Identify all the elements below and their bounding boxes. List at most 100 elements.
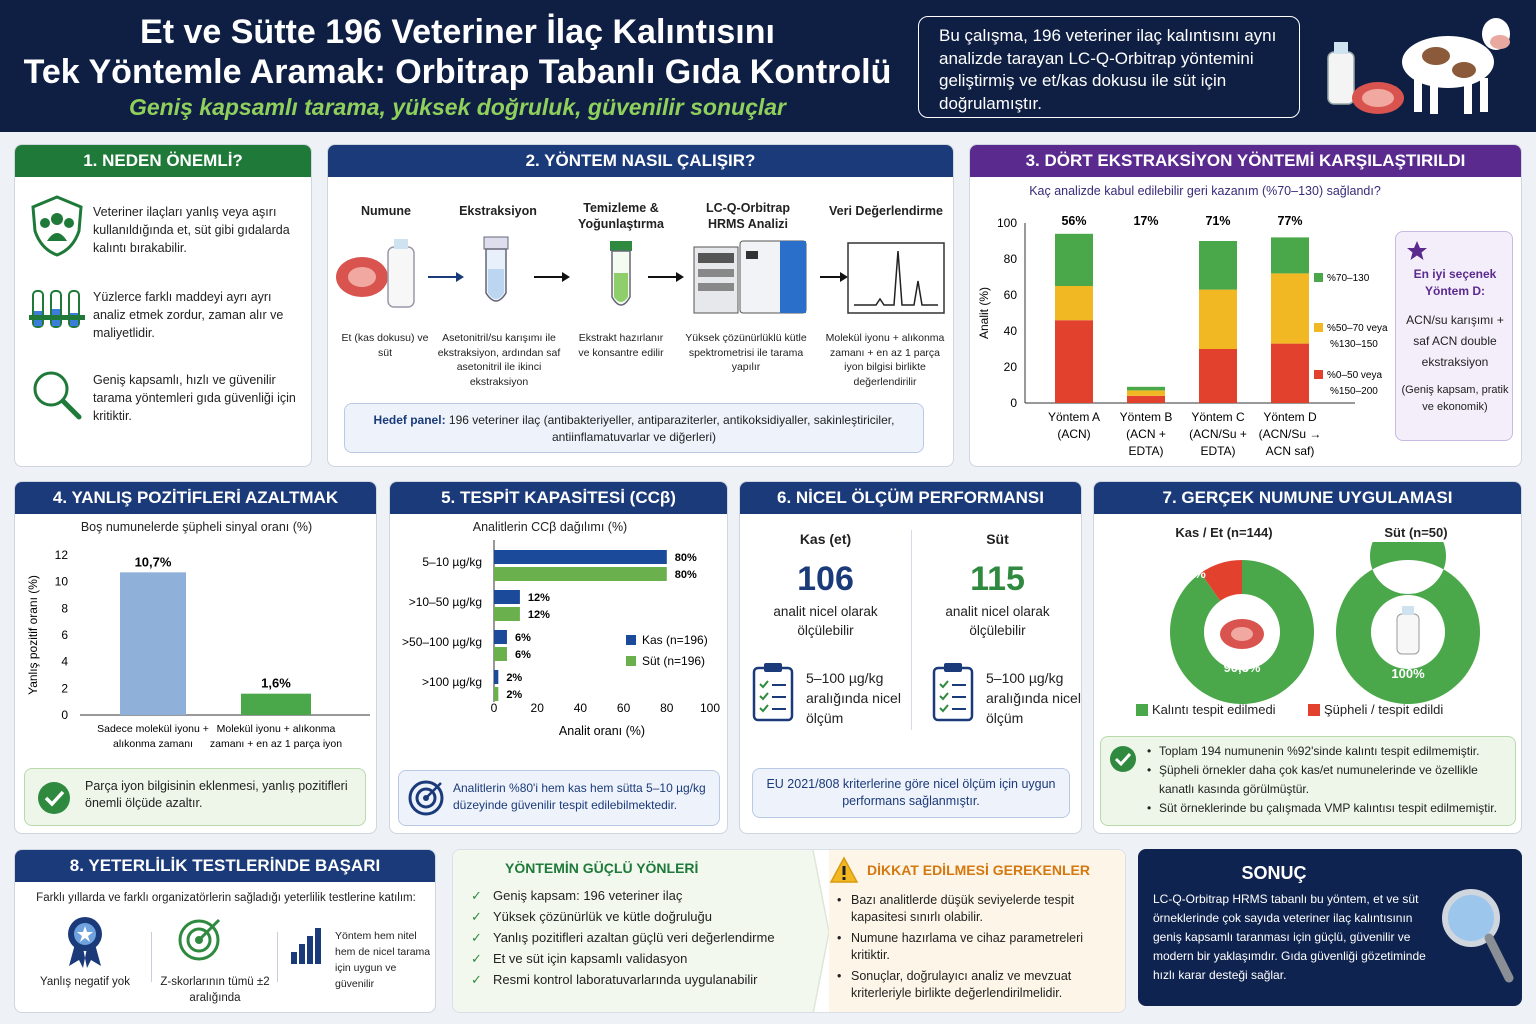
strength-1: Geniş kapsam: 196 veteriner ilaç	[467, 885, 807, 906]
bar-segment	[1127, 395, 1165, 403]
legend-swatch	[626, 635, 636, 645]
bar	[241, 693, 311, 715]
false-positive-bar-chart: Yanlış pozitif oranı (%) 0 2 4 6 8 10 12 10,7% Sa…	[26, 548, 370, 750]
target-icon	[408, 780, 444, 816]
page-title-line2: Tek Yöntemle Aramak: Orbitrap Tabanlı Gı…	[23, 53, 892, 91]
legend-label: %0–50 veya	[1327, 370, 1382, 381]
bar-value-label: 6%	[515, 632, 531, 644]
x-tick-label: Yöntem C	[1191, 410, 1245, 424]
bar	[494, 670, 499, 684]
meat-milk-icon	[336, 239, 415, 308]
star-icon	[1407, 241, 1427, 260]
warning-icon	[829, 856, 859, 883]
extraction-tube-icon	[483, 236, 509, 302]
step-5-desc: Molekül iyonu + alıkonma zamanı + en az …	[825, 332, 945, 388]
y-tick-label: 8	[61, 601, 68, 615]
x-tick-label: Sadece molekül iyonu +	[97, 723, 209, 735]
meat-icon-detail	[1231, 627, 1253, 641]
why-item-3: Geniş kapsamlı, hızlı ve güvenilir taram…	[93, 373, 296, 423]
strength-4: Et ve süt için kapsamlı validasyon	[467, 948, 807, 969]
y-tick-label: 12	[55, 548, 69, 562]
caution-1: Bazı analitlerde düşük seviyelerde tespi…	[835, 892, 1119, 926]
milk-head: Süt	[986, 531, 1009, 547]
panel-title: 5. TESPİT KAPASİTESİ (CCβ)	[390, 482, 727, 514]
ccb-horizontal-bar-chart: 5–10 µg/kg 80% 80% >10–50 µg/kg 12% 12% >50–10…	[402, 540, 720, 738]
ccb-note-text: Analitlerin %80'i hem kas hem sütta 5–10…	[453, 781, 706, 812]
panel-title: 6. NİCEL ÖLÇÜM PERFORMANSI	[740, 482, 1081, 514]
best-option-title: En iyi seçenek Yöntem D:	[1413, 267, 1497, 298]
y-tick-label: 4	[61, 655, 68, 669]
bar-value-label: 10,7%	[135, 554, 172, 569]
strengths-title: YÖNTEMİN GÜÇLÜ YÖNLERİ	[505, 860, 699, 876]
section-chevron	[789, 850, 829, 1012]
step-1-head: Numune	[361, 204, 411, 218]
magnifier-icon	[33, 371, 82, 420]
muscle-range: 5–100 µg/kg aralığında nicel ölçüm	[806, 670, 901, 726]
divider	[277, 932, 278, 982]
false-positive-note: Parça iyon bilgisinin eklenmesi, yanlış …	[24, 768, 366, 826]
step-5-head: Veri Değerlendirme	[829, 204, 943, 218]
y-tick-label: 0	[1010, 396, 1017, 410]
why-item-1: Veteriner ilaçları yanlış veya aşırı kul…	[93, 205, 290, 255]
x-tick-label: alıkonma zamanı	[113, 738, 193, 750]
pie-value-label: 100%	[1391, 666, 1425, 681]
y-axis-label: Analit (%)	[977, 287, 991, 339]
step-1-desc: Et (kas dokusu) ve süt	[341, 332, 429, 359]
x-tick-label: 20	[531, 701, 545, 715]
milk-pie-title: Süt (n=50)	[1384, 525, 1448, 540]
bar	[494, 567, 667, 581]
muscle-pie-title: Kas / Et (n=144)	[1175, 525, 1273, 540]
proficiency-item-1: Yanlış negatif yok	[40, 976, 130, 988]
bar-segment	[1055, 233, 1093, 286]
legend-suspicious: Şüpheli / tespit edildi	[1324, 702, 1444, 717]
target-arrow-icon	[178, 918, 221, 961]
page-title-line1: Et ve Sütte 196 Veteriner İlaç Kalıntısı…	[140, 13, 775, 51]
bar-value-label: 2%	[506, 689, 522, 701]
page-subtitle: Geniş kapsamlı tarama, yüksek doğruluk, …	[128, 94, 787, 120]
legend-label: %50–70 veya	[1327, 323, 1388, 334]
pie-value-label: 9,7%	[1176, 566, 1206, 581]
conclusion-text: LC-Q-Orbitrap HRMS tabanlı bu yöntem, et…	[1153, 892, 1426, 982]
bar-value-label: 6%	[515, 649, 531, 661]
x-tick-label: EDTA)	[1200, 444, 1235, 458]
cautions-section: DİKKAT EDİLMESİ GEREKENLER Bazı analitle…	[829, 850, 1125, 1012]
panel-title: 4. YANLIŞ POZİTİFLERİ AZALTMAK	[15, 482, 376, 514]
bar-segment	[1271, 237, 1309, 274]
check-circle-icon	[1110, 746, 1136, 772]
check-circle-icon	[38, 782, 70, 814]
test-tubes-icon	[29, 290, 85, 328]
x-tick-label: (ACN/Su →	[1259, 427, 1322, 441]
y-tick-label: 10	[55, 575, 69, 589]
bar-top-label: 56%	[1061, 214, 1086, 228]
pie-slice	[1200, 560, 1242, 601]
bar-top-label: 17%	[1133, 214, 1158, 228]
step-3-desc: Ekstrakt hazırlanır ve konsantre edilir	[578, 332, 664, 359]
x-tick-label: ACN saf)	[1266, 444, 1315, 458]
orbitrap-instrument-icon	[693, 240, 807, 314]
panel-how-method-works: 2. YÖNTEM NASIL ÇALIŞIR? Numune Ekstraks…	[327, 144, 954, 467]
real-sample-summary: Toplam 194 numunenin %92'sinde kalıntı t…	[1100, 736, 1516, 826]
chart-title: Boş numunelerde şüpheli sinyal oranı (%)	[80, 520, 313, 534]
panel-title: 8. YETERLİLİK TESTLERİNDE BAŞARI	[15, 850, 435, 882]
legend-label: %70–130	[1327, 273, 1370, 284]
spectrum-chart-icon	[847, 242, 945, 314]
panel-title: 3. DÖRT EKSTRAKSİYON YÖNTEMİ KARŞILAŞTIR…	[970, 145, 1521, 177]
conclusion-title: SONUÇ	[1241, 863, 1307, 883]
strength-3: Yanlış pozitifleri azaltan güçlü veri de…	[467, 927, 807, 948]
bar-segment	[1199, 349, 1237, 403]
summary-bullet-1: Toplam 194 numunenin %92'sinde kalıntı t…	[1145, 742, 1507, 761]
summary-bullet-2: Şüpheli örnekler daha çok kas/et numunel…	[1145, 761, 1507, 799]
summary-box: Bu çalışma, 196 veteriner ilaç kalıntısı…	[918, 16, 1300, 118]
clipboard-check-icon	[752, 663, 794, 722]
y-tick-label: >100 µg/kg	[422, 675, 482, 689]
best-option-box: En iyi seçenek Yöntem D: ACN/su karışımı…	[1395, 231, 1513, 441]
summary-bullet-3: Süt örneklerinde bu çalışmada VMP kalınt…	[1145, 799, 1507, 818]
milk-desc: analit nicel olarak ölçülebilir	[945, 604, 1050, 638]
y-tick-label: >10–50 µg/kg	[409, 595, 482, 609]
step-2-head: Ekstraksiyon	[459, 204, 537, 218]
bar	[120, 572, 186, 715]
panel-title: 2. YÖNTEM NASIL ÇALIŞIR?	[328, 145, 953, 177]
method-steps-illustration	[336, 236, 945, 314]
panel-conclusion: SONUÇ LC-Q-Orbitrap HRMS tabanlı bu yönt…	[1138, 849, 1522, 1006]
cow-milk-meat-icon	[1327, 18, 1510, 114]
